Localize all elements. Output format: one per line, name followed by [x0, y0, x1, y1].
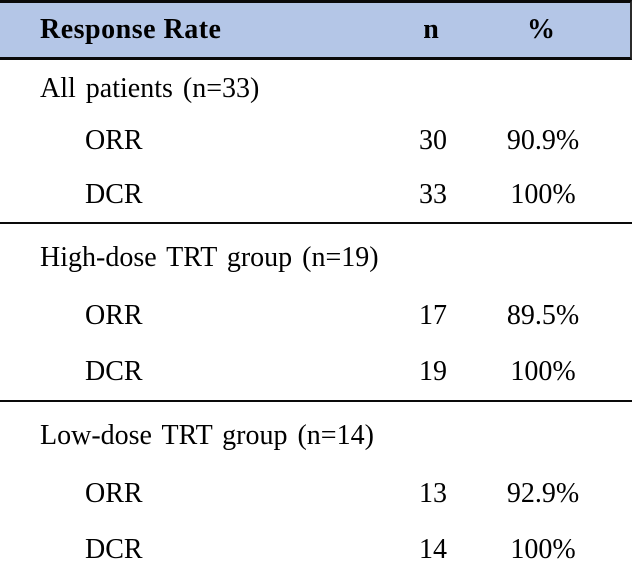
table-row: DCR 33 100% [0, 168, 632, 222]
row-pct-value: 100% [510, 179, 576, 210]
section-label: All patients (n=33) [40, 73, 260, 104]
table-row: DCR 14 100% [0, 522, 632, 576]
row-pct-value: 100% [510, 534, 576, 565]
row-n-value: 33 [419, 179, 447, 210]
section-all-patients: All patients (n=33) ORR 30 90.9% DCR 33 … [0, 60, 632, 224]
table-row: DCR 19 100% [0, 344, 632, 400]
section-label: High-dose TRT group (n=19) [40, 242, 379, 273]
row-pct-value: 100% [510, 356, 576, 387]
row-name: ORR [85, 300, 143, 331]
table-row: ORR 13 92.9% [0, 466, 632, 522]
header-percent: % [527, 14, 555, 45]
row-pct-value: 92.9% [506, 478, 580, 509]
row-name: ORR [85, 478, 143, 509]
table-header-row: Response Rate n % [0, 0, 632, 60]
row-name: ORR [85, 125, 143, 156]
table-row: ORR 30 90.9% [0, 114, 632, 168]
row-n-value: 13 [419, 478, 447, 509]
section-high-dose: High-dose TRT group (n=19) ORR 17 89.5% … [0, 224, 632, 402]
section-low-dose: Low-dose TRT group (n=14) ORR 13 92.9% D… [0, 402, 632, 576]
row-name: DCR [85, 356, 143, 387]
row-name: DCR [85, 534, 143, 565]
row-pct-value: 90.9% [506, 125, 580, 156]
row-pct-value: 89.5% [506, 300, 580, 331]
section-label: Low-dose TRT group (n=14) [40, 420, 374, 451]
table-row: ORR 17 89.5% [0, 288, 632, 344]
row-n-value: 17 [419, 300, 447, 331]
row-name: DCR [85, 179, 143, 210]
row-n-value: 30 [419, 125, 447, 156]
header-n: n [423, 14, 439, 45]
row-n-value: 19 [419, 356, 447, 387]
row-n-value: 14 [419, 534, 447, 565]
header-response-rate: Response Rate [40, 14, 222, 45]
